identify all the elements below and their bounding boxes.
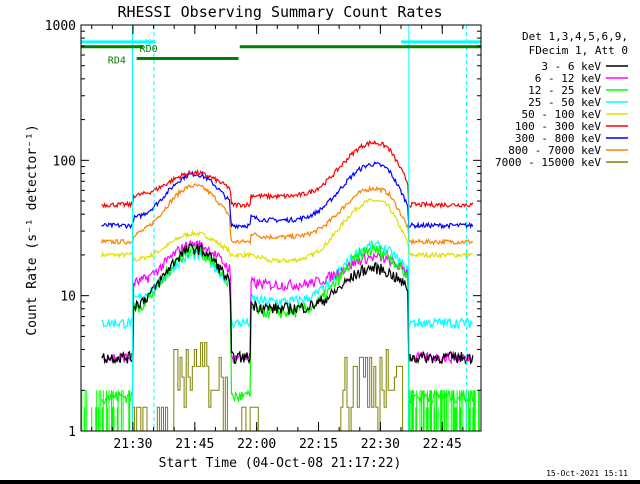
series-line-3 [101,239,474,330]
axes: 1 10 100 1000 21:30 21:45 22:00 22:15 22:30 22:45 [45,19,482,452]
y-tick-label: 100 [53,154,76,169]
state-label-n: N [145,38,151,49]
generation-timestamp: 15-Oct-2021 15:11 [546,469,628,478]
legend-label: 25 - 50 keV [528,96,601,109]
legend-header-line: FDecim 1, Att 0 [529,44,628,57]
chart-title: RHESSI Observing Summary Count Rates [117,3,442,21]
x-tick-label: 22:15 [299,437,338,452]
plot-frame [80,24,482,432]
legend-label: 50 - 100 keV [522,108,602,121]
legend: Det 1,3,4,5,6,9,FDecim 1, Att 0 3 - 6 keV… [495,30,628,169]
legend-header-line: Det 1,3,4,5,6,9, [522,30,628,43]
y-axis-label: Count Rate (s⁻¹ detector⁻¹) [25,124,40,335]
x-tick-label: 22:30 [361,437,400,452]
y-tick-label: 1000 [45,19,76,34]
legend-label: 6 - 12 keV [535,72,602,85]
series-line-5 [101,139,474,209]
legend-label: 800 - 7000 keV [508,144,601,157]
state-label-rd0: RD0 [140,44,158,55]
state-label-rd4: RD4 [108,56,126,67]
x-tick-label: 22:45 [423,437,462,452]
x-tick-label: 22:00 [237,437,276,452]
x-axis-label: Start Time (04-Oct-08 21:17:22) [159,456,402,471]
legend-label: 3 - 6 keV [541,60,601,73]
legend-label: 7000 - 15000 keV [495,156,601,169]
series-line-7 [101,183,474,246]
x-tick-label: 21:30 [113,437,152,452]
series-line-6 [101,160,474,230]
series-line-4 [101,198,474,265]
legend-label: 300 - 800 keV [515,132,601,145]
series-line-0 [101,243,474,365]
y-tick-label: 1 [68,425,76,440]
legend-label: 100 - 300 keV [515,120,601,133]
x-tick-label: 21:45 [175,437,214,452]
y-tick-label: 10 [60,290,76,305]
series-line-2 [101,243,474,405]
legend-label: 12 - 25 keV [528,84,601,97]
